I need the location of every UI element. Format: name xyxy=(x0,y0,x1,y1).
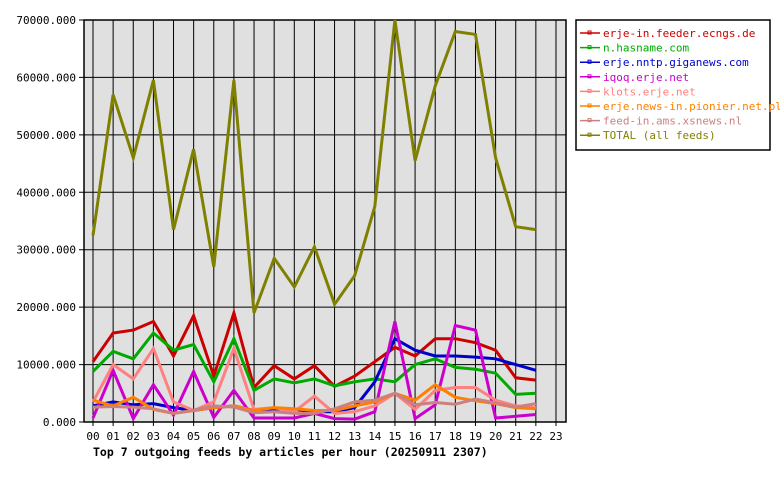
x-tick-label: 14 xyxy=(368,430,382,443)
x-tick-label: 20 xyxy=(489,430,502,443)
x-axis: 00 01 02 03 04 05 06 07 08 09 10 11 12 13 14 15 16 17 18 19… xyxy=(86,430,562,443)
legend-item: erje-in.feeder.ecngs.de xyxy=(580,27,755,40)
x-tick-label: 23 xyxy=(549,430,562,443)
legend: erje-in.feeder.ecngs.den.hasname.comerje… xyxy=(575,19,780,151)
legend-label: erje.news-in.pionier.net.pl xyxy=(603,100,780,113)
x-tick-label: 08 xyxy=(247,430,260,443)
series-line xyxy=(91,19,537,314)
y-tick-label: 20000.000 xyxy=(16,301,76,314)
y-tick-label: 50000.000 xyxy=(16,129,76,142)
legend-marker-icon xyxy=(587,45,592,50)
legend-marker-icon xyxy=(587,30,592,35)
x-tick-label: 03 xyxy=(147,430,160,443)
y-axis: 0.000 10000.000 20000.000 30000.000 40000.00… xyxy=(16,14,76,429)
grid-lines xyxy=(79,19,567,426)
legend-item: n.hasname.com xyxy=(580,42,689,55)
chart-title: Top 7 outgoing feeds by articles per hou… xyxy=(93,445,488,459)
series-line xyxy=(91,343,537,415)
x-tick-label: 01 xyxy=(107,430,120,443)
plot-area xyxy=(84,20,566,422)
legend-label: iqoq.erje.net xyxy=(603,71,689,84)
x-tick-label: 00 xyxy=(86,430,99,443)
legend-item: erje.nntp.giganews.com xyxy=(580,56,749,69)
legend-label: n.hasname.com xyxy=(603,42,689,55)
legend-label: klots.erje.net xyxy=(603,85,696,98)
y-tick-label: 60000.000 xyxy=(16,71,76,84)
x-tick-label: 17 xyxy=(429,430,442,443)
legend-marker-icon xyxy=(587,88,592,93)
legend-marker-icon xyxy=(587,59,592,64)
x-tick-label: 11 xyxy=(308,430,321,443)
legend-label: feed-in.ams.xsnews.nl xyxy=(603,115,742,128)
legend-marker-icon xyxy=(587,118,592,123)
legend-item: klots.erje.net xyxy=(580,85,696,98)
series-lines xyxy=(91,19,537,422)
x-tick-label: 18 xyxy=(449,430,462,443)
legend-label: erje.nntp.giganews.com xyxy=(603,56,749,69)
y-tick-label: 70000.000 xyxy=(16,14,76,27)
series-line xyxy=(92,391,537,415)
x-tick-label: 22 xyxy=(529,430,542,443)
x-tick-label: 10 xyxy=(288,430,301,443)
legend-item: TOTAL (all feeds) xyxy=(580,129,716,142)
legend-item: erje.news-in.pionier.net.pl xyxy=(580,100,780,113)
legend-marker-icon xyxy=(587,132,592,137)
x-tick-label: 15 xyxy=(388,430,401,443)
legend-item: feed-in.ams.xsnews.nl xyxy=(580,115,742,128)
x-tick-label: 19 xyxy=(469,430,482,443)
legend-label: TOTAL (all feeds) xyxy=(603,129,716,142)
series-line xyxy=(91,330,536,396)
x-tick-label: 16 xyxy=(408,430,421,443)
legend-marker-icon xyxy=(587,103,592,108)
y-tick-label: 30000.000 xyxy=(16,244,76,257)
legend-item: iqoq.erje.net xyxy=(580,71,689,84)
x-tick-label: 21 xyxy=(509,430,522,443)
y-tick-label: 10000.000 xyxy=(16,359,76,372)
x-tick-label: 07 xyxy=(227,430,240,443)
y-tick-label: 0.000 xyxy=(43,416,76,429)
legend-box xyxy=(575,19,771,151)
x-tick-label: 04 xyxy=(167,430,181,443)
x-tick-label: 13 xyxy=(348,430,361,443)
x-tick-label: 06 xyxy=(207,430,220,443)
x-tick-label: 02 xyxy=(127,430,140,443)
legend-marker-icon xyxy=(587,74,592,79)
y-tick-label: 40000.000 xyxy=(16,186,76,199)
x-tick-label: 05 xyxy=(187,430,200,443)
x-tick-label: 09 xyxy=(268,430,281,443)
x-tick-label: 12 xyxy=(328,430,341,443)
legend-label: erje-in.feeder.ecngs.de xyxy=(603,27,755,40)
